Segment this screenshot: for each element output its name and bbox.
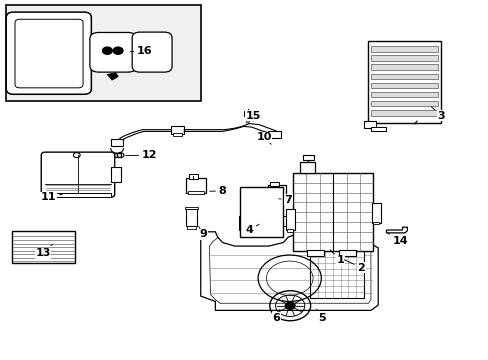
Bar bbox=[187, 226, 196, 229]
Bar bbox=[6, 5, 201, 102]
Bar bbox=[370, 101, 437, 106]
Bar bbox=[370, 127, 385, 131]
Text: 8: 8 bbox=[209, 186, 226, 196]
Bar bbox=[287, 229, 292, 232]
FancyBboxPatch shape bbox=[6, 12, 91, 94]
Text: 1: 1 bbox=[329, 250, 344, 265]
Bar bbox=[363, 121, 375, 128]
Bar bbox=[292, 173, 372, 251]
FancyBboxPatch shape bbox=[132, 32, 172, 72]
Bar bbox=[269, 198, 285, 200]
Polygon shape bbox=[201, 232, 377, 310]
Bar bbox=[47, 193, 111, 197]
Bar bbox=[283, 216, 288, 226]
Bar bbox=[372, 222, 378, 224]
Bar bbox=[186, 208, 197, 226]
Text: 15: 15 bbox=[245, 111, 261, 123]
Bar bbox=[371, 203, 380, 223]
Bar bbox=[370, 74, 437, 79]
Bar bbox=[111, 167, 121, 182]
Bar bbox=[339, 250, 356, 256]
Bar bbox=[300, 162, 314, 173]
Text: 10: 10 bbox=[256, 132, 271, 144]
Polygon shape bbox=[386, 227, 407, 233]
Text: 6: 6 bbox=[272, 309, 280, 323]
FancyBboxPatch shape bbox=[41, 152, 115, 197]
Text: 16: 16 bbox=[130, 46, 152, 57]
Text: 5: 5 bbox=[316, 309, 325, 323]
Circle shape bbox=[285, 302, 294, 309]
Bar bbox=[370, 55, 437, 61]
Bar bbox=[243, 111, 253, 116]
Bar bbox=[172, 133, 182, 136]
Bar bbox=[239, 187, 283, 237]
Bar bbox=[185, 207, 198, 209]
Bar bbox=[111, 139, 122, 146]
Bar bbox=[306, 250, 323, 256]
Text: 7: 7 bbox=[278, 195, 291, 204]
Text: 3: 3 bbox=[430, 107, 444, 121]
Bar bbox=[370, 46, 437, 51]
Bar bbox=[267, 185, 286, 199]
Text: 14: 14 bbox=[387, 233, 407, 246]
Bar bbox=[12, 231, 75, 263]
Bar bbox=[170, 126, 184, 134]
Text: 2: 2 bbox=[344, 260, 365, 273]
Text: 9: 9 bbox=[199, 226, 207, 239]
Bar bbox=[302, 156, 313, 160]
Bar bbox=[370, 110, 437, 116]
Polygon shape bbox=[107, 73, 118, 80]
FancyBboxPatch shape bbox=[15, 19, 83, 88]
Text: 11: 11 bbox=[41, 192, 62, 202]
Bar bbox=[77, 153, 120, 157]
Bar bbox=[368, 41, 441, 123]
Text: 13: 13 bbox=[36, 244, 52, 258]
FancyBboxPatch shape bbox=[90, 32, 136, 72]
Bar bbox=[188, 174, 198, 179]
Bar bbox=[370, 92, 437, 97]
Bar bbox=[238, 216, 243, 230]
Bar bbox=[270, 182, 279, 186]
Bar bbox=[370, 64, 437, 70]
Text: 4: 4 bbox=[245, 224, 259, 235]
Circle shape bbox=[113, 47, 122, 54]
Bar bbox=[186, 178, 205, 193]
Bar bbox=[187, 191, 203, 194]
Bar bbox=[285, 208, 294, 230]
Circle shape bbox=[102, 47, 112, 54]
Bar bbox=[267, 131, 281, 138]
Text: 12: 12 bbox=[125, 150, 157, 160]
Bar bbox=[309, 251, 363, 298]
Bar bbox=[370, 83, 437, 88]
